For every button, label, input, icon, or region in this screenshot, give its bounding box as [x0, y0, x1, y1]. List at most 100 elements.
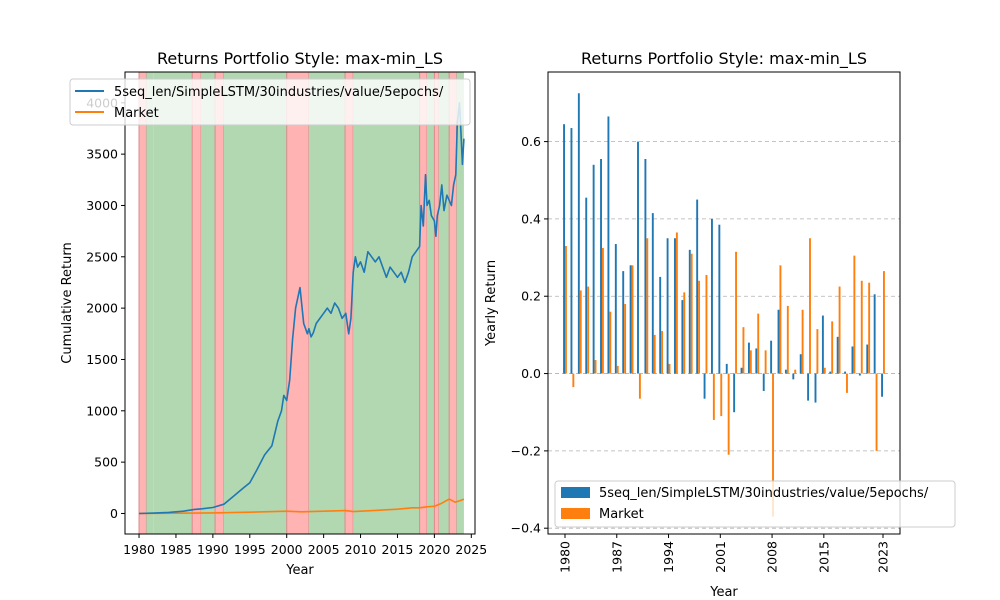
x-tick-label: 1980 [558, 541, 573, 573]
regime-band-red [191, 71, 202, 535]
market-bar-2001 [720, 373, 723, 417]
strategy-bar-1983 [585, 197, 588, 374]
market-bar-2013 [809, 238, 811, 374]
bar-groups [563, 93, 885, 517]
strategy-bar-2002 [725, 363, 728, 374]
x-tick-label: 2005 [308, 542, 340, 557]
market-bar-1989 [631, 265, 634, 374]
strategy-bar-2004 [740, 367, 743, 374]
x-tick-label: 2001 [713, 541, 728, 573]
market-bar-1993 [661, 331, 664, 374]
market-bar-1996 [683, 292, 686, 374]
x-tick-label: 2008 [765, 541, 780, 573]
market-bar-2014 [816, 329, 819, 374]
market-bar-1990 [638, 373, 641, 399]
market-bar-2004 [742, 327, 745, 374]
legend-box [69, 78, 471, 126]
strategy-bar-1990 [637, 141, 639, 374]
strategy-bar-1992 [651, 213, 654, 374]
market-bar-2016 [831, 321, 834, 374]
x-tick-label: 2020 [418, 542, 450, 557]
legend[interactable]: 5seq_len/SimpleLSTM/30industries/value/5… [69, 78, 471, 126]
x-tick-label: 1995 [234, 542, 266, 557]
strategy-bar-2016 [829, 371, 832, 374]
regime-band-green [146, 72, 154, 534]
market-bar-2003 [735, 251, 737, 374]
axes-frame [547, 71, 901, 535]
strategy-bar-1997 [688, 249, 691, 374]
strategy-bar-1994 [666, 238, 669, 374]
strategy-bar-2003 [733, 373, 736, 413]
regime-band-green [427, 72, 435, 534]
strategy-bar-1989 [629, 265, 632, 374]
regime-band-red [286, 71, 310, 535]
y-tick-label: 2000 [86, 301, 118, 316]
market-bar-1988 [624, 303, 627, 374]
market-bar-1985 [601, 247, 604, 374]
market-bar-2000 [712, 373, 715, 420]
y-tick-label: 3000 [86, 198, 118, 213]
market-bar-2021 [868, 282, 871, 374]
regime-band-green [153, 72, 193, 534]
legend-swatch-strategy [561, 487, 590, 498]
x-tick-label: 2010 [345, 542, 377, 557]
strategy-bar-1980 [563, 124, 565, 374]
strategy-bar-2021 [866, 344, 869, 374]
strategy-bar-2009 [777, 309, 780, 374]
strategy-bar-1993 [659, 276, 662, 374]
strategy-bar-1984 [592, 164, 595, 374]
legend[interactable]: 5seq_len/SimpleLSTM/30industries/value/5… [554, 480, 956, 528]
y-tick-label: 3500 [86, 147, 118, 162]
market-bar-2010 [786, 305, 789, 374]
market-bar-2017 [838, 286, 841, 374]
legend-box [554, 480, 956, 528]
regime-band-red [433, 71, 440, 535]
strategy-bar-1982 [577, 93, 580, 374]
market-bar-1994 [668, 363, 671, 374]
market-bar-1998 [698, 280, 701, 374]
market-bar-1997 [690, 253, 693, 374]
market-bar-2015 [823, 367, 826, 374]
chart-title: Returns Portfolio Style: max-min_LS [581, 49, 867, 69]
market-bar-2022 [875, 373, 878, 451]
legend-label-strategy: 5seq_len/SimpleLSTM/30industries/value/5… [114, 85, 444, 100]
axis-ticks: 1980 1985 1990 1995 2000 2005 2010 2015 2020 2025… [86, 95, 487, 557]
y-tick-label: 0.6 [521, 134, 541, 149]
market-bar-1995 [675, 232, 678, 374]
strategy-bar-2018 [844, 371, 847, 374]
regime-band-red [448, 71, 458, 535]
strategy-bar-1985 [600, 158, 602, 374]
market-line [138, 498, 465, 515]
legend-swatch-market [561, 508, 590, 519]
x-tick-label: 2023 [876, 541, 891, 573]
x-axis-label: Year [709, 585, 738, 600]
strategy-bar-2001 [718, 224, 721, 374]
series-lines [138, 102, 465, 515]
y-tick-label: 1500 [86, 352, 118, 367]
market-bar-1987 [616, 365, 619, 374]
x-tick-label: 1990 [197, 542, 229, 557]
market-bar-2020 [860, 280, 863, 374]
legend-label-strategy: 5seq_len/SimpleLSTM/30industries/value/5… [599, 486, 929, 501]
strategy-bar-2015 [821, 315, 824, 374]
y-axis-label: Cumulative Return [60, 242, 75, 363]
strategy-line [138, 102, 465, 515]
strategy-bar-2010 [784, 369, 787, 374]
y-tick-label: 1000 [86, 403, 118, 418]
y-tick-label: 500 [94, 455, 118, 470]
strategy-bar-1987 [614, 244, 617, 374]
regime-band-green [353, 72, 420, 534]
strategy-bar-2006 [755, 348, 758, 374]
y-tick-label: 0.4 [521, 211, 541, 226]
market-bar-2023 [883, 271, 885, 374]
strategy-bar-2023 [881, 373, 883, 397]
market-bar-1984 [594, 360, 597, 374]
market-bar-2009 [779, 265, 782, 374]
cumulative-return-axes: 1980 1985 1990 1995 2000 2005 2010 2015 2020 2025… [60, 49, 487, 578]
strategy-bar-2005 [747, 342, 750, 374]
x-axis-label: Year [285, 563, 314, 578]
x-tick-label: 2025 [455, 542, 487, 557]
legend-label-market: Market [599, 507, 644, 522]
strategy-bar-1988 [622, 271, 625, 374]
